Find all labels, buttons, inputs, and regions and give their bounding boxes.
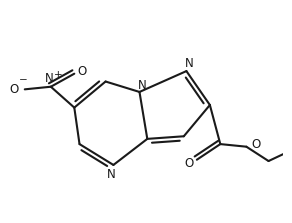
- Text: N: N: [45, 72, 54, 85]
- Text: O: O: [77, 65, 87, 78]
- Text: N: N: [185, 57, 193, 70]
- Text: −: −: [19, 75, 28, 85]
- Text: +: +: [54, 70, 62, 80]
- Text: O: O: [184, 157, 194, 170]
- Text: O: O: [10, 83, 19, 96]
- Text: N: N: [138, 79, 147, 92]
- Text: N: N: [106, 167, 115, 181]
- Text: O: O: [251, 138, 260, 151]
